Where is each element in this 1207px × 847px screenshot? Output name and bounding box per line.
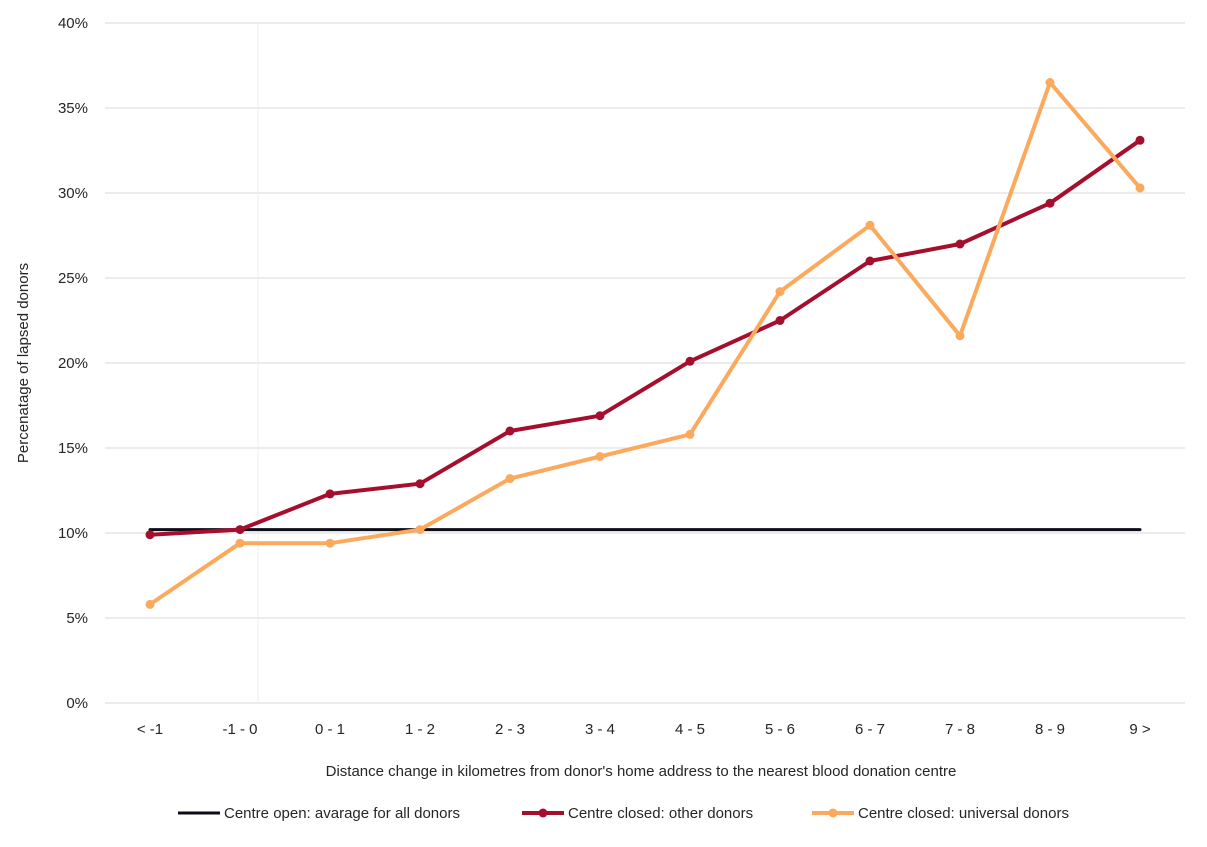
- legend-label: Centre closed: universal donors: [858, 805, 1069, 822]
- data-point: [235, 538, 245, 548]
- data-point: [955, 239, 965, 249]
- series-line: [148, 138, 1142, 537]
- legend-label: Centre open: avarage for all donors: [224, 805, 460, 822]
- series-2: [145, 78, 1145, 609]
- data-point: [1135, 183, 1145, 193]
- y-tick-label: 15%: [58, 440, 88, 457]
- data-point: [415, 479, 425, 489]
- x-tick-label: 2 - 3: [495, 721, 525, 738]
- data-point: [775, 287, 785, 297]
- data-point: [865, 220, 875, 230]
- x-tick-label: 9 >: [1129, 721, 1151, 738]
- data-point: [505, 426, 515, 436]
- legend-entry: Centre closed: other donors: [522, 805, 753, 822]
- y-tick-label: 5%: [66, 610, 88, 627]
- x-tick-label: 1 - 2: [405, 721, 435, 738]
- series-line: [148, 80, 1142, 607]
- y-axis-ticks: 0% 5% 10% 15% 20% 25% 30% 35% 40%: [58, 15, 88, 712]
- y-axis-title: Percenatage of lapsed donors: [15, 263, 32, 463]
- legend: Centre open: avarage for all donors Centr…: [178, 805, 1069, 822]
- y-tick-label: 25%: [58, 270, 88, 287]
- data-point: [865, 256, 875, 266]
- x-tick-label: 4 - 5: [675, 721, 705, 738]
- y-tick-label: 10%: [58, 525, 88, 542]
- data-point: [955, 331, 965, 341]
- x-tick-label: 7 - 8: [945, 721, 975, 738]
- x-tick-label: < -1: [137, 721, 163, 738]
- data-point: [325, 538, 335, 548]
- series-1: [145, 135, 1145, 540]
- y-tick-label: 20%: [58, 355, 88, 372]
- data-point: [325, 489, 335, 499]
- gridlines: [105, 22, 1185, 704]
- x-axis-ticks: < -1 -1 - 0 0 - 1 1 - 2 2 - 3 3 - 4 4 - 5 5 - 6…: [137, 721, 1151, 738]
- data-point: [1135, 135, 1145, 145]
- y-tick-label: 0%: [66, 695, 88, 712]
- x-tick-label: 6 - 7: [855, 721, 885, 738]
- x-tick-label: 5 - 6: [765, 721, 795, 738]
- legend-marker: [828, 808, 838, 818]
- data-point: [595, 411, 605, 421]
- y-tick-label: 35%: [58, 100, 88, 117]
- data-point: [505, 474, 515, 484]
- data-point: [685, 356, 695, 366]
- legend-marker: [538, 808, 548, 818]
- data-point: [235, 525, 245, 535]
- x-tick-label: 3 - 4: [585, 721, 615, 738]
- data-point: [1045, 198, 1055, 208]
- data-point: [775, 316, 785, 325]
- legend-entry: Centre closed: universal donors: [812, 805, 1069, 822]
- data-point: [1045, 78, 1055, 87]
- y-tick-label: 30%: [58, 185, 88, 202]
- data-point: [145, 599, 155, 609]
- legend-label: Centre closed: other donors: [568, 805, 753, 822]
- legend-entry: Centre open: avarage for all donors: [178, 805, 460, 822]
- x-tick-label: 0 - 1: [315, 721, 345, 738]
- y-tick-label: 40%: [58, 15, 88, 32]
- x-tick-label: -1 - 0: [222, 721, 257, 738]
- data-point: [595, 452, 605, 461]
- series-lines: [145, 78, 1145, 609]
- data-point: [685, 429, 695, 439]
- data-point: [145, 530, 155, 540]
- x-axis-title: Distance change in kilometres from donor…: [326, 763, 957, 780]
- data-point: [415, 525, 425, 535]
- x-tick-label: 8 - 9: [1035, 721, 1065, 738]
